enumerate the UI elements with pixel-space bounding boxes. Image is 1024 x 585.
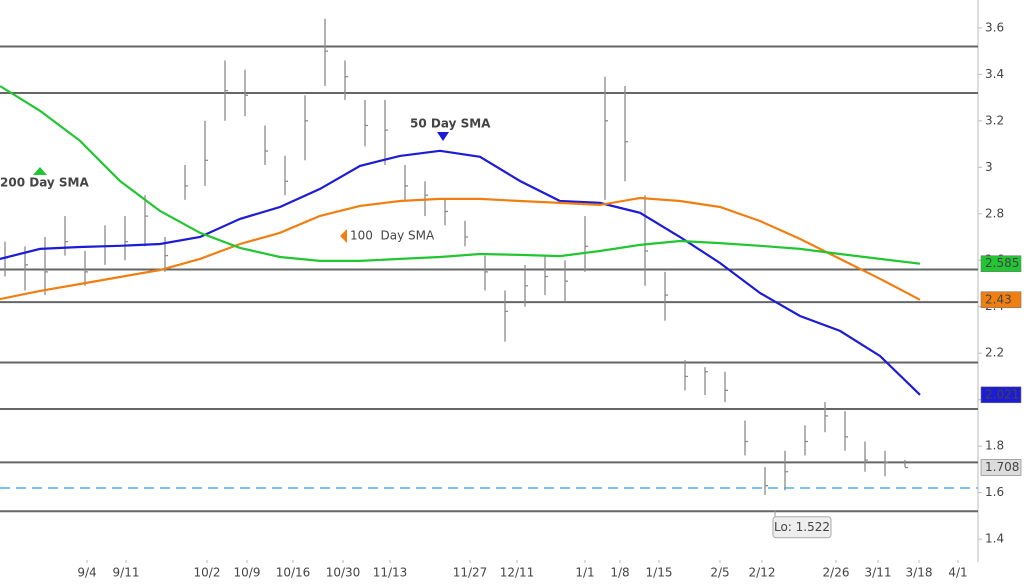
x-tick-label: 10/9 xyxy=(234,566,261,580)
x-tick-label: 10/2 xyxy=(194,566,221,580)
x-tick-label: 10/30 xyxy=(326,566,361,580)
x-tick-label: 1/8 xyxy=(610,566,629,580)
x-tick-label: 4/1 xyxy=(948,566,967,580)
series-marker xyxy=(340,229,347,243)
sma-line xyxy=(0,196,921,301)
series-label: 50 Day SMA xyxy=(410,117,491,131)
series-marker xyxy=(33,167,47,175)
x-tick-label: 11/13 xyxy=(373,566,408,580)
y-tick-label: 3.4 xyxy=(985,67,1004,81)
y-tick-label: 1.4 xyxy=(985,532,1004,546)
y-tick-label: 3.2 xyxy=(985,113,1004,127)
x-tick-label: 12/11 xyxy=(500,566,535,580)
low-box xyxy=(772,516,832,539)
x-tick-label: 2/26 xyxy=(823,566,850,580)
x-tick-label: 10/16 xyxy=(276,566,311,580)
x-tick-label: 1/15 xyxy=(646,566,673,580)
x-tick-label: 2/5 xyxy=(710,566,729,580)
y-tick-label: 2.2 xyxy=(985,346,1004,360)
x-tick-label: 2/12 xyxy=(749,566,776,580)
low-label: Lo: 1.522 xyxy=(774,520,830,534)
y-tick-label: 1.8 xyxy=(985,439,1004,453)
x-tick-label: 9/11 xyxy=(113,566,140,580)
y-tick-label: 2.8 xyxy=(985,206,1004,220)
series-marker xyxy=(437,132,449,141)
series-label: 200 Day SMA xyxy=(0,176,90,190)
last-value-label: 2.585 xyxy=(985,256,1019,270)
sma-line xyxy=(0,149,921,396)
last-value-box xyxy=(980,459,1022,476)
x-tick-label: 9/4 xyxy=(77,566,96,580)
y-tick-label: 1.6 xyxy=(985,485,1004,499)
last-value-label: 1.708 xyxy=(985,460,1019,474)
y-tick-label: 3.6 xyxy=(985,20,1004,34)
last-value-box xyxy=(980,255,1022,273)
y-tick-label: 3 xyxy=(985,160,993,174)
series-label: 100 Day SMA xyxy=(350,229,435,243)
last-value-label: 2.021 xyxy=(985,387,1019,401)
sma-line xyxy=(0,85,921,265)
last-value-box xyxy=(980,386,1022,404)
x-tick-label: 11/27 xyxy=(453,566,488,580)
x-tick-label: 3/11 xyxy=(865,566,892,580)
last-value-box xyxy=(980,291,1022,309)
x-tick-label: 3/18 xyxy=(906,566,933,580)
last-value-label: 2.43 xyxy=(985,292,1012,306)
x-tick-label: 1/1 xyxy=(575,566,594,580)
